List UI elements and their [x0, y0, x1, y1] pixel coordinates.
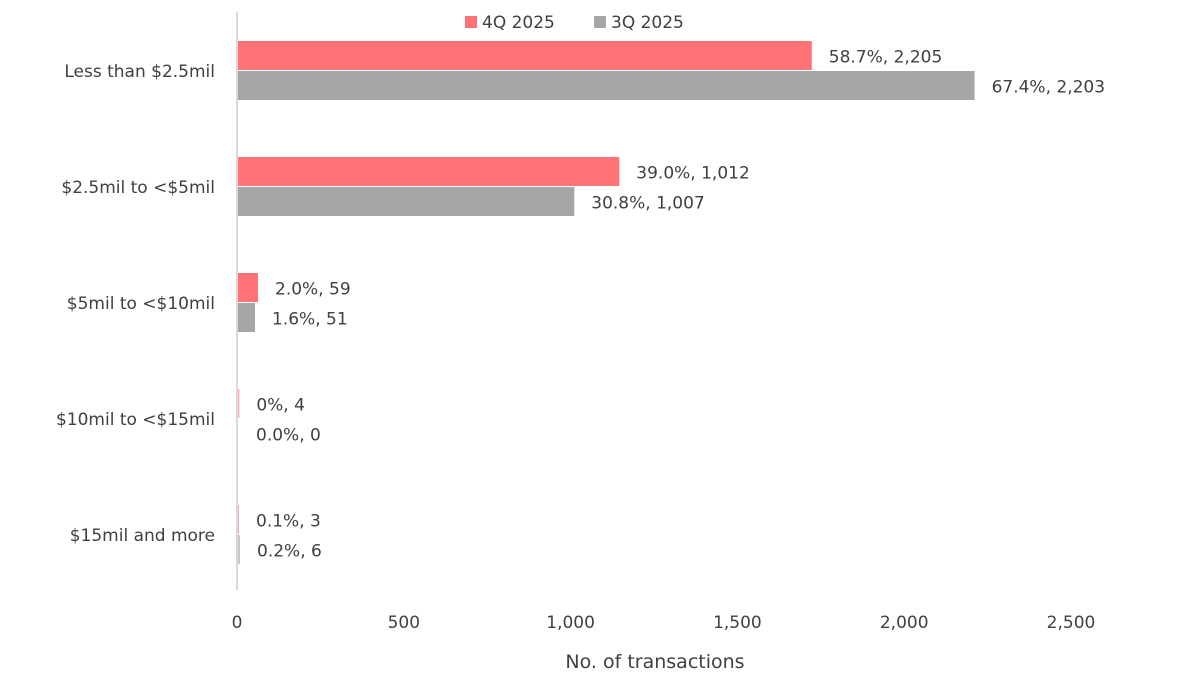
data-label: 0%, 4: [256, 396, 305, 416]
bar: [238, 273, 259, 302]
legend-label: 3Q 2025: [611, 13, 684, 33]
data-label: 67.4%, 2,203: [992, 78, 1105, 98]
x-tick-label: 2,500: [1047, 613, 1096, 633]
category-label: $5mil to <$10mil: [67, 294, 215, 314]
bar: [238, 41, 812, 70]
x-tick-label: 500: [388, 613, 420, 633]
data-label: 0.2%, 6: [257, 542, 322, 562]
bar: [238, 71, 975, 100]
x-tick-label: 2,000: [880, 613, 929, 633]
bar: [238, 535, 241, 564]
legend-label: 4Q 2025: [482, 13, 555, 33]
category-label: $2.5mil to <$5mil: [61, 178, 215, 198]
bar: [238, 187, 575, 216]
x-tick-label: 1,500: [713, 613, 762, 633]
data-label: 1.6%, 51: [272, 310, 348, 330]
legend-swatch: [465, 16, 477, 28]
category-label: $15mil and more: [70, 526, 215, 546]
bar: [238, 303, 256, 332]
x-tick-label: 1,000: [546, 613, 595, 633]
category-label: Less than $2.5mil: [64, 62, 215, 82]
data-label: 2.0%, 59: [275, 280, 351, 300]
legend-swatch: [594, 16, 606, 28]
bar: [238, 505, 240, 534]
data-label: 39.0%, 1,012: [636, 164, 749, 184]
data-label: 58.7%, 2,205: [829, 48, 942, 68]
category-label: $10mil to <$15mil: [56, 410, 215, 430]
x-tick-label: 0: [232, 613, 243, 633]
data-label: 30.8%, 1,007: [591, 194, 704, 214]
bar: [238, 389, 240, 418]
x-axis-title: No. of transactions: [565, 651, 744, 673]
bar: [238, 157, 620, 186]
data-label: 0.0%, 0: [256, 426, 321, 446]
data-label: 0.1%, 3: [256, 512, 321, 532]
